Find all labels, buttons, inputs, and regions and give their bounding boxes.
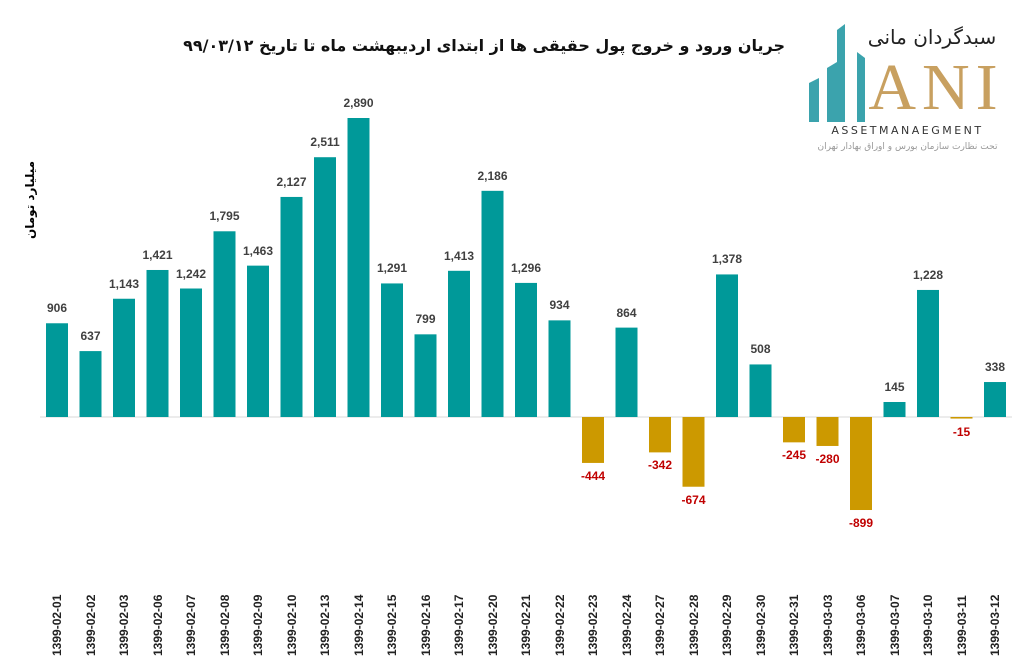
x-tick-label: 1399-03-10 (921, 594, 935, 656)
x-tick-label: 1399-02-20 (485, 594, 500, 656)
logo-bars-icon (809, 24, 865, 122)
x-tick-label: 1399-02-06 (150, 594, 165, 656)
bar (682, 417, 705, 487)
x-tick-label: 1399-02-30 (753, 594, 768, 656)
bar (548, 320, 571, 417)
data-label: 1,795 (209, 209, 240, 224)
data-label: -899 (848, 516, 874, 530)
x-tick-label: 1399-02-09 (251, 594, 265, 656)
bar (649, 417, 671, 453)
x-tick-label: 1399-02-29 (720, 594, 734, 656)
x-tick-label: 1399-02-23 (586, 594, 600, 656)
bar (917, 289, 939, 417)
x-tick-label: 1399-02-07 (184, 594, 198, 656)
data-label: 338 (984, 360, 1006, 375)
data-label: 1,413 (443, 248, 475, 263)
logo-persian-name: سبدگردان مانی (867, 25, 997, 49)
x-tick-label: 1399-02-24 (619, 594, 634, 656)
data-label: 906 (46, 301, 68, 316)
x-tick-label: 1399-02-08 (217, 594, 232, 656)
x-tick-label: 1399-02-27 (653, 594, 667, 656)
bar (783, 417, 805, 443)
bar (816, 417, 839, 446)
bar (515, 282, 537, 417)
bar (280, 196, 303, 417)
logo-english: ASSETMANAEGMENT (831, 124, 984, 137)
data-label: 1,296 (510, 260, 542, 275)
data-label: 1,228 (912, 267, 944, 282)
bar (247, 265, 269, 417)
x-tick-label: 1399-02-15 (385, 594, 399, 656)
data-label: 799 (415, 312, 436, 327)
x-tick-label: 1399-02-16 (418, 594, 433, 656)
data-label: -342 (647, 458, 673, 473)
bar (749, 364, 772, 417)
bar (883, 401, 906, 417)
x-tick-label: 1399-02-13 (318, 594, 332, 656)
data-label: -674 (681, 492, 706, 507)
x-tick-label: 1399-02-10 (284, 594, 299, 656)
data-label: -280 (815, 451, 840, 466)
bar (615, 327, 638, 417)
data-label: 1,291 (376, 261, 408, 276)
bar (180, 288, 202, 417)
x-tick-label: 1399-03-12 (988, 594, 1002, 656)
bar (347, 118, 370, 417)
bar (46, 323, 68, 417)
bar (113, 298, 135, 417)
data-label: 145 (884, 379, 905, 394)
x-tick-label: 1399-02-14 (351, 594, 366, 656)
x-tick-label: 1399-02-31 (787, 594, 801, 656)
x-tick-label: 1399-02-28 (686, 594, 701, 656)
bar (582, 417, 604, 463)
data-label: 2,890 (343, 96, 374, 110)
bar (448, 270, 470, 417)
x-tick-label: 1399-03-11 (954, 595, 969, 656)
x-tick-label: 1399-02-22 (552, 594, 567, 656)
data-label: -245 (781, 448, 807, 463)
data-label: 1,378 (711, 252, 743, 267)
data-label: 1,463 (242, 243, 274, 258)
x-tick-label: 1399-02-17 (452, 594, 466, 656)
data-label: 637 (80, 329, 101, 344)
bar (213, 231, 236, 417)
data-label: -444 (580, 468, 606, 483)
logo-letters: ANI (868, 51, 1004, 124)
x-tick-label: 1399-02-21 (519, 594, 533, 656)
data-label: 508 (750, 342, 771, 357)
bar (314, 157, 336, 417)
data-label: 1,242 (175, 266, 207, 281)
bar (950, 417, 973, 419)
x-tick-label: 1399-03-03 (820, 594, 835, 656)
data-label: 2,511 (310, 135, 340, 150)
company-logo: سبدگردان مانی ANI ASSETMANAEGMENT تحت نظ… (805, 20, 1010, 160)
x-tick-label: 1399-03-07 (887, 594, 902, 656)
bar (984, 382, 1006, 417)
bar (850, 417, 872, 511)
data-label: 1,421 (142, 247, 173, 262)
logo-subtitle: تحت نظارت سازمان بورس و اوراق بهادار تهر… (817, 142, 998, 152)
bar (146, 269, 169, 417)
bar (481, 190, 504, 417)
bar (381, 283, 403, 417)
bar (414, 334, 437, 417)
data-label: -15 (952, 424, 971, 439)
bar (79, 351, 102, 417)
bar (716, 274, 738, 417)
x-tick-label: 1399-02-01 (50, 594, 64, 656)
x-tick-label: 1399-02-02 (83, 594, 98, 656)
data-label: 2,127 (276, 174, 307, 189)
data-label: 2,186 (477, 168, 508, 183)
chart-title: جریان ورود و خروج پول حقیقی ها از ابتدای… (183, 36, 785, 55)
data-label: 934 (549, 298, 570, 313)
data-label: 1,143 (108, 276, 140, 291)
data-label: 864 (616, 305, 637, 320)
x-tick-label: 1399-02-03 (117, 594, 131, 656)
x-tick-label: 1399-03-06 (854, 594, 868, 656)
